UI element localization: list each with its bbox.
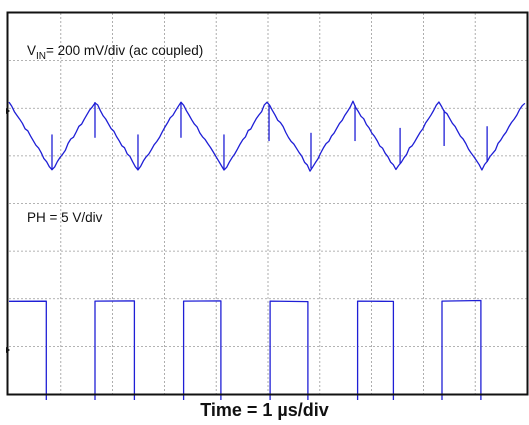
vin-label-rest: = 200 mV/div (ac coupled)	[46, 43, 203, 58]
vin-channel-label: VIN= 200 mV/div (ac coupled)	[27, 43, 203, 62]
scope-frame	[6, 11, 529, 396]
timebase-label: Time = 1 µs/div	[200, 400, 329, 420]
graticule	[9, 13, 527, 394]
channel-1-marker	[6, 108, 10, 114]
ph-trace	[8, 299, 482, 400]
ph-channel-label: PH = 5 V/div	[27, 210, 103, 225]
vin-label-main: V	[27, 43, 36, 58]
channel-2-marker	[6, 347, 10, 353]
traces	[8, 100, 526, 400]
oscilloscope-chart: VIN= 200 mV/div (ac coupled) PH = 5 V/di…	[0, 0, 529, 400]
vin-label-subscript: IN	[36, 51, 46, 62]
scope-background	[0, 0, 529, 400]
